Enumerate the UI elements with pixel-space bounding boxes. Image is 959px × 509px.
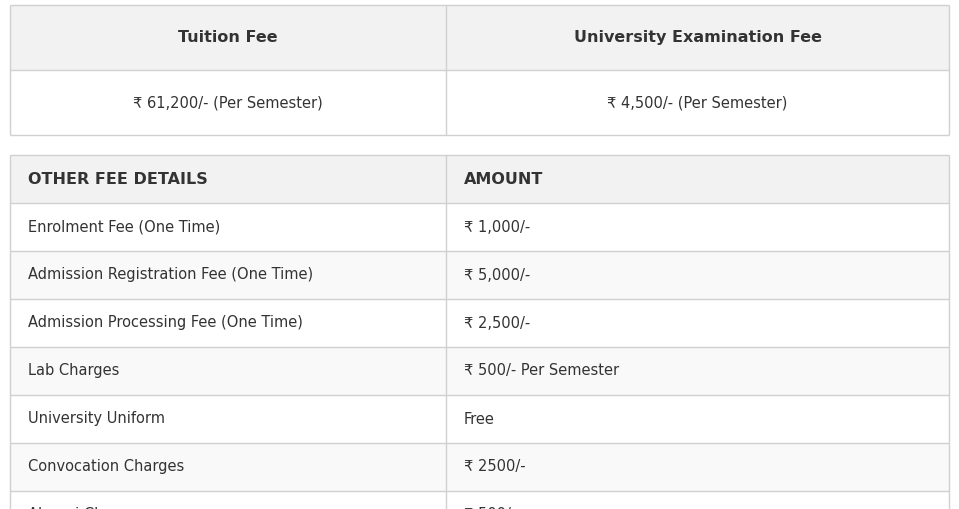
Bar bbox=[10, 155, 949, 203]
Text: ₹ 500/-: ₹ 500/- bbox=[464, 507, 516, 509]
Text: AMOUNT: AMOUNT bbox=[464, 172, 544, 186]
Bar bbox=[10, 347, 949, 395]
Bar bbox=[10, 491, 949, 509]
Text: University Uniform: University Uniform bbox=[28, 411, 165, 427]
Text: ₹ 4,500/- (Per Semester): ₹ 4,500/- (Per Semester) bbox=[607, 95, 787, 110]
Text: Lab Charges: Lab Charges bbox=[28, 363, 119, 379]
Bar bbox=[10, 70, 949, 135]
Text: Convocation Charges: Convocation Charges bbox=[28, 460, 184, 474]
Bar bbox=[10, 203, 949, 251]
Text: Enrolment Fee (One Time): Enrolment Fee (One Time) bbox=[28, 219, 221, 235]
Text: ₹ 500/- Per Semester: ₹ 500/- Per Semester bbox=[464, 363, 620, 379]
Text: ₹ 2,500/-: ₹ 2,500/- bbox=[464, 316, 530, 330]
Text: Alumni Charges: Alumni Charges bbox=[28, 507, 145, 509]
Text: ₹ 5,000/-: ₹ 5,000/- bbox=[464, 268, 530, 282]
Bar bbox=[10, 395, 949, 443]
Text: Free: Free bbox=[464, 411, 495, 427]
Text: ₹ 1,000/-: ₹ 1,000/- bbox=[464, 219, 530, 235]
Bar bbox=[10, 251, 949, 299]
Text: University Examination Fee: University Examination Fee bbox=[573, 30, 822, 45]
Bar bbox=[10, 299, 949, 347]
Bar bbox=[10, 5, 949, 70]
Text: Admission Processing Fee (One Time): Admission Processing Fee (One Time) bbox=[28, 316, 303, 330]
Text: ₹ 61,200/- (Per Semester): ₹ 61,200/- (Per Semester) bbox=[133, 95, 323, 110]
Bar bbox=[10, 443, 949, 491]
Text: OTHER FEE DETAILS: OTHER FEE DETAILS bbox=[28, 172, 208, 186]
Text: ₹ 2500/-: ₹ 2500/- bbox=[464, 460, 526, 474]
Text: Tuition Fee: Tuition Fee bbox=[178, 30, 278, 45]
Text: Admission Registration Fee (One Time): Admission Registration Fee (One Time) bbox=[28, 268, 314, 282]
